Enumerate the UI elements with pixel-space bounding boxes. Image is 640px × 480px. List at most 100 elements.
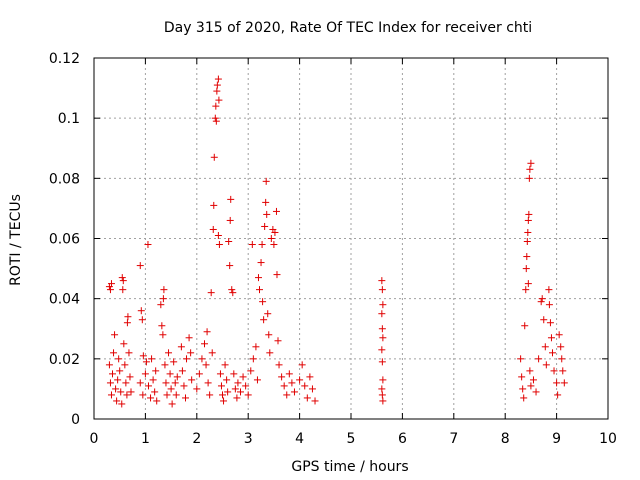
data-point [215,96,223,104]
data-point [283,391,291,399]
data-point [212,102,220,110]
data-point [168,400,176,408]
data-point [280,382,288,390]
y-tick-label: 0.06 [49,232,80,248]
data-point [106,379,114,387]
data-point [136,379,144,387]
data-point [540,316,548,324]
data-point [213,81,221,89]
y-tick-label: 0.12 [49,51,80,67]
data-point [226,216,234,224]
data-point [378,391,386,399]
data-point [126,373,134,381]
data-point [262,198,270,206]
data-point [187,349,195,357]
data-point [306,373,314,381]
data-point [519,385,527,393]
data-point [139,352,147,360]
y-tick-label: 0.1 [58,111,80,127]
data-point [379,397,387,405]
data-point [545,286,553,294]
data-point [558,355,566,363]
data-point [527,159,535,167]
data-point [214,75,222,83]
y-axis-ticks: 0 0.02 0.04 0.06 0.08 0.1 0.12 [49,51,608,428]
data-point [151,388,159,396]
data-point [252,343,260,351]
x-tick-label: 8 [501,431,510,447]
data-point [378,346,386,354]
data-point [195,370,203,378]
data-point [290,388,298,396]
data-point [557,343,565,351]
data-point [215,241,223,249]
data-point [153,397,161,405]
data-point [147,394,155,402]
data-point [142,358,150,366]
data-point [263,210,271,218]
data-point [212,117,220,125]
x-tick-label: 6 [398,431,407,447]
data-point [149,376,157,384]
data-point [271,228,279,236]
data-point [172,391,180,399]
x-tick-label: 1 [141,431,150,447]
data-point [119,277,127,285]
data-point [124,313,132,321]
data-point [122,379,130,387]
data-point [264,310,272,318]
data-point [207,289,215,297]
data-point [532,388,540,396]
data-point [244,391,252,399]
data-point [308,385,316,393]
data-point [160,286,168,294]
data-point [270,241,278,249]
data-point [193,385,201,393]
x-tick-label: 5 [347,431,356,447]
data-point [378,325,386,333]
data-point [379,376,387,384]
data-point [274,337,282,345]
data-point [158,322,166,330]
x-axis-label: GPS time / hours [291,459,408,475]
data-point [233,394,241,402]
x-tick-label: 4 [295,431,304,447]
data-point [378,310,386,318]
data-point [254,274,262,282]
data-point [117,388,125,396]
x-tick-label: 7 [449,431,458,447]
data-point [166,370,174,378]
data-point [247,367,255,375]
data-point [523,253,531,261]
data-point [526,165,534,173]
data-point [157,301,165,309]
data-point [559,367,567,375]
data-point [378,385,386,393]
data-point [183,355,191,363]
y-tick-label: 0.04 [49,292,80,308]
data-point [260,316,268,324]
data-point [239,373,247,381]
data-point [546,319,554,327]
data-point [525,174,533,182]
data-point [188,376,196,384]
data-point [152,367,160,375]
data-point [523,238,531,246]
y-tick-label: 0 [71,412,80,428]
data-point [267,235,275,242]
data-point [165,349,173,357]
data-point [242,382,250,390]
data-point [229,289,237,297]
data-point [141,370,149,378]
data-point [123,391,131,399]
data-point [206,391,214,399]
data-point [112,385,120,393]
data-point [521,322,529,330]
x-tick-label: 9 [552,431,561,447]
data-point [227,195,235,203]
data-point [555,331,563,339]
data-point [113,397,121,405]
data-point [529,376,537,384]
x-tick-label: 3 [244,431,253,447]
data-point [161,361,169,369]
